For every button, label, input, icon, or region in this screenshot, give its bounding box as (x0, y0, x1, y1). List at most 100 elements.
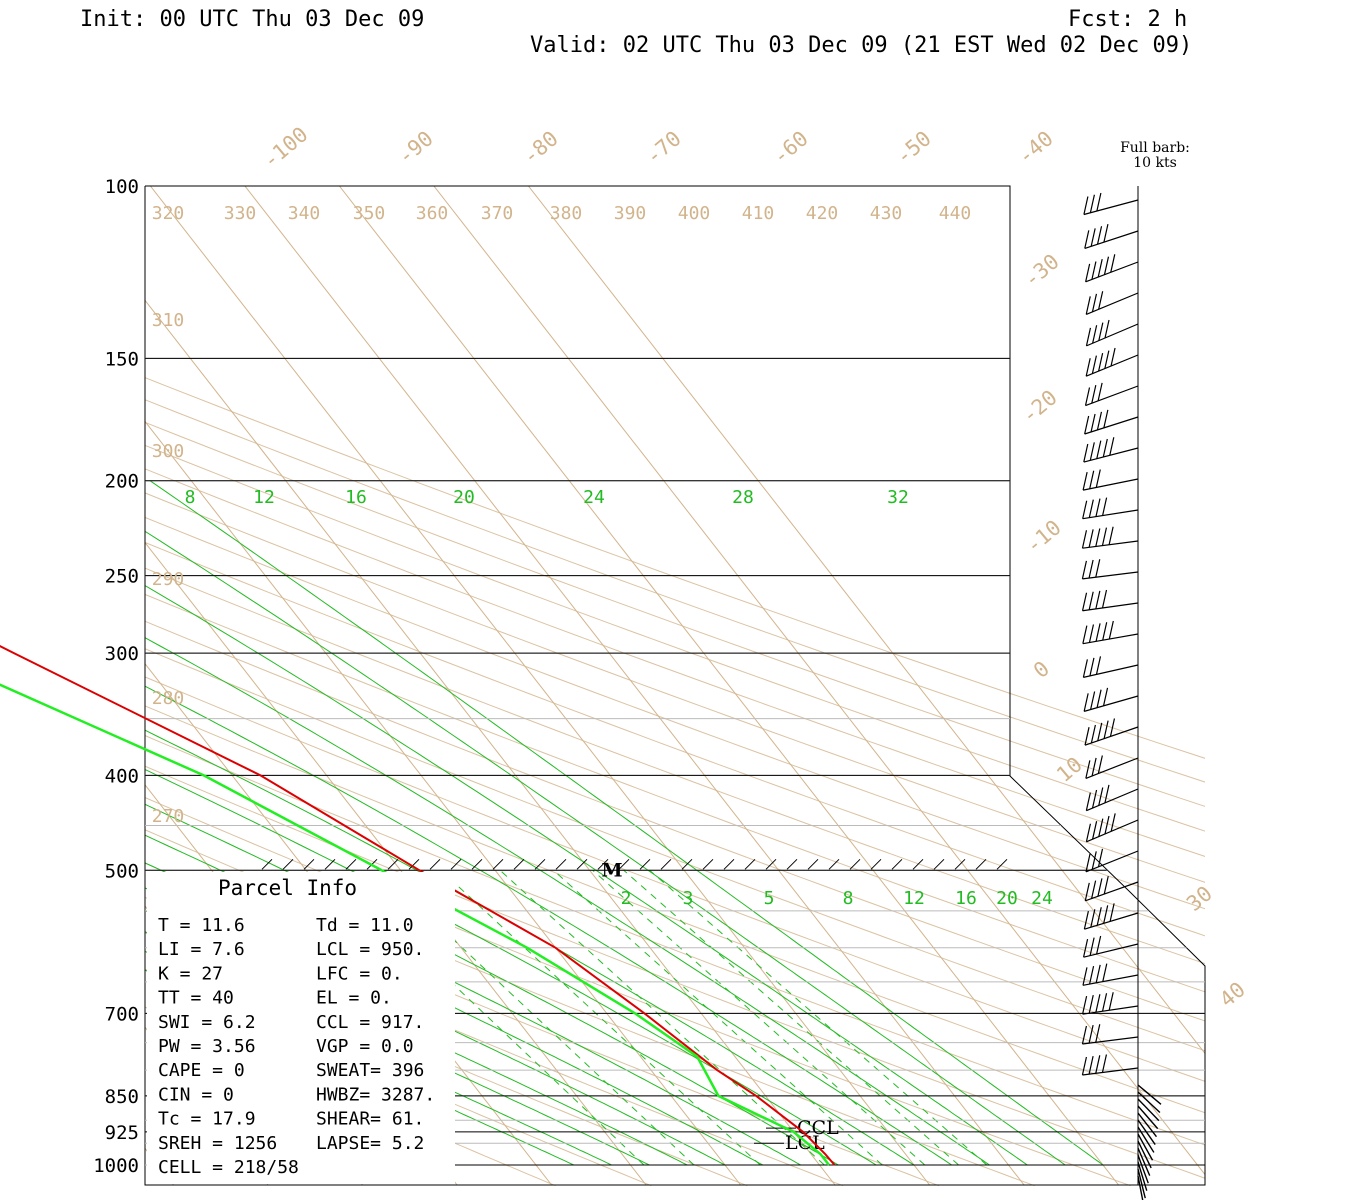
hatch-mark (471, 858, 483, 870)
wind-barb-feather (1091, 293, 1098, 312)
mixing-ratio-label: 16 (955, 888, 977, 909)
wind-barb (1083, 447, 1139, 463)
wind-barb (1082, 633, 1139, 645)
forecast-hour: Fcst: 2 h (1068, 7, 1187, 32)
wind-barb-feather (1085, 296, 1091, 315)
wind-barb (1082, 1036, 1139, 1045)
pressure-label: 400 (105, 765, 139, 787)
dry-adiabat (145, 676, 1205, 1082)
pressure-label: 200 (105, 471, 139, 493)
wind-barb-feather (1110, 347, 1116, 367)
dry-adiabat (145, 765, 1205, 1179)
hatch-mark (723, 858, 735, 870)
chart-frame (144, 185, 1206, 1186)
wind-barb-feather (1081, 1025, 1088, 1045)
wind-barb (1137, 1105, 1159, 1130)
wind-barb-feather (1096, 935, 1102, 955)
wind-barb-feather (1095, 528, 1101, 547)
mixing-ratio-label: 12 (253, 487, 275, 508)
wind-barb-feather (1091, 851, 1097, 870)
hatch-mark (996, 858, 1008, 870)
wind-barb-feather (1110, 254, 1116, 273)
wind-barb-feather (1088, 499, 1094, 518)
wind-barb-feather (1081, 592, 1088, 611)
mixing-ratio-label: 28 (732, 487, 754, 508)
wind-barb (1082, 478, 1139, 491)
isotherm-line (433, 186, 1205, 1176)
wind-barb-feather (1083, 693, 1089, 712)
isotherm-label: -10 (1021, 515, 1065, 558)
parcel-row-right: LFC = 0. (316, 963, 403, 984)
dry-adiabat (145, 516, 1205, 910)
hatch-mark (807, 858, 819, 870)
wind-barb-feather (1104, 350, 1110, 369)
moist-adiabat (145, 950, 612, 1166)
hatch-mark (786, 858, 798, 870)
wind-barb-feather (1082, 625, 1088, 644)
mixing-ratio-label: 20 (453, 487, 475, 508)
wind-barb-feather (1085, 760, 1091, 779)
wind-barb-feather (1089, 194, 1095, 213)
wind-barb-feather (1102, 438, 1108, 458)
isotherm-line (149, 186, 930, 1186)
theta-label: 310 (152, 310, 185, 331)
wind-barb (1137, 1098, 1160, 1122)
mixing-ratio-label: 24 (583, 487, 605, 508)
wind-barb-feather (1098, 787, 1104, 806)
dry-adiabat (145, 468, 1205, 857)
wind-barb-feather (1082, 500, 1088, 519)
wind-barb (1137, 1168, 1146, 1199)
wind-barb (1082, 540, 1139, 549)
mixing-ratio-label: 32 (887, 487, 909, 508)
wind-barb-feather (1098, 818, 1104, 837)
pressure-label: 1000 (93, 1155, 139, 1177)
mixing-ratio-label: 16 (345, 487, 367, 508)
parcel-row-left: CIN = 0 (158, 1084, 234, 1105)
wind-barb-feather (1104, 319, 1110, 339)
wind-barb (1137, 1147, 1151, 1176)
wind-barb-feather (1103, 905, 1109, 924)
wind-barb-feather (1088, 1056, 1094, 1075)
hatch-mark (975, 858, 987, 870)
wind-barb-feather (1082, 659, 1088, 678)
wind-barb (1137, 1161, 1148, 1191)
isotherm-label: -20 (1017, 385, 1061, 428)
parcel-row-left: Tc = 17.9 (158, 1109, 256, 1130)
isotherm-label: -90 (393, 126, 437, 169)
wind-barb (1085, 757, 1139, 779)
theta-label: 290 (152, 569, 185, 590)
theta-label: 410 (742, 203, 775, 224)
parcel-row-right: CCL = 917. (316, 1012, 424, 1033)
wind-barb-feather (1103, 875, 1109, 895)
dry-adiabat (145, 593, 1205, 993)
wind-barb-feather (1090, 228, 1096, 247)
wind-barb-feather (1097, 382, 1103, 401)
wind-barb-feather (1104, 784, 1110, 803)
wind-barb-feather (1081, 560, 1088, 579)
wind-barb-feather (1088, 591, 1094, 610)
isotherm-line (244, 186, 1025, 1186)
parcel-row-left: CAPE = 0 (158, 1060, 245, 1081)
theta-label: 360 (416, 203, 449, 224)
wind-barb-feather (1089, 937, 1095, 956)
wind-barb-feather (1095, 1055, 1101, 1074)
wind-barb-feather (1095, 469, 1101, 488)
wind-barb-feather (1090, 691, 1096, 710)
theta-label: 280 (152, 688, 185, 709)
pressure-label: 700 (105, 1003, 139, 1025)
hatch-mark (345, 858, 357, 870)
wind-barb-feather (1088, 995, 1094, 1014)
wind-barb-feather (1102, 622, 1108, 641)
wind-barb-feather (1095, 964, 1101, 983)
wind-barb-feather (1096, 689, 1102, 708)
hatch-mark (408, 858, 420, 870)
wind-barb-feather (1085, 792, 1091, 811)
wind-barbs (1081, 186, 1162, 1200)
wind-barb (1086, 819, 1139, 843)
parcel-info-panel: Parcel Info T = 11.6 Td = 11.0 LI = 7.6 LCL… (147, 872, 455, 1184)
wind-barb-feather (1096, 440, 1102, 459)
theta-label: 390 (614, 203, 647, 224)
parcel-info-title: Parcel Info (218, 876, 357, 900)
wind-barb-feather (1091, 757, 1097, 777)
wind-barb-feather (1095, 498, 1101, 517)
